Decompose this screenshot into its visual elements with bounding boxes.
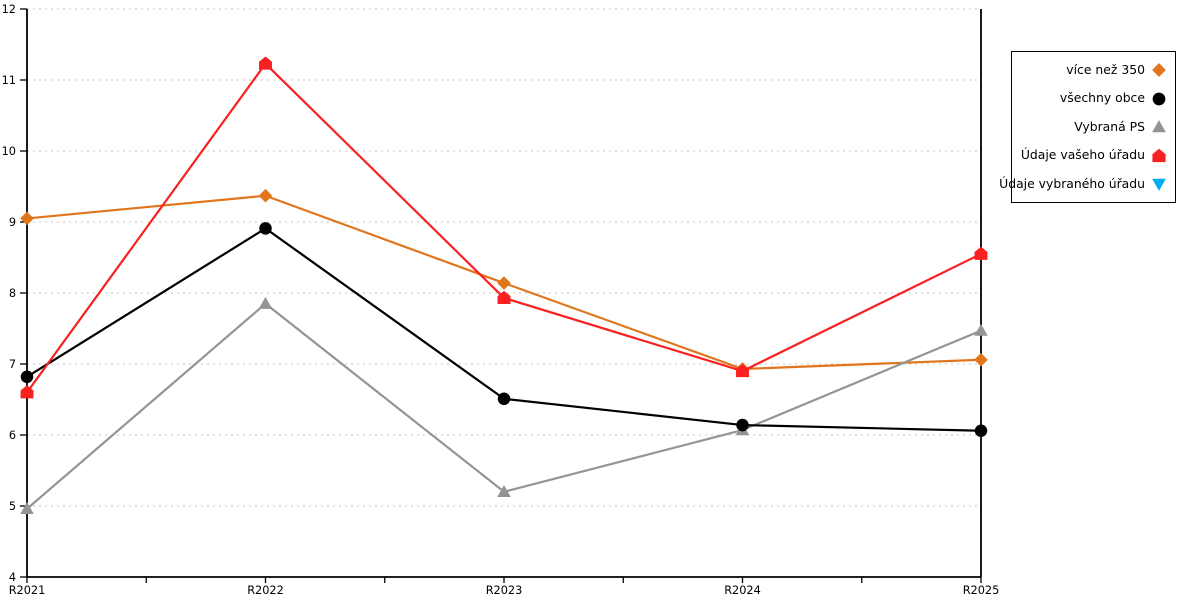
- circle-marker-icon: [20, 370, 34, 384]
- legend-item: Údaje vybraného úřadu: [999, 176, 1167, 192]
- triangle-up-marker-icon: [974, 323, 988, 336]
- circle-marker-icon: [736, 418, 749, 432]
- legend-item-label: Údaje vybraného úřadu: [999, 175, 1145, 191]
- series-diamond: [20, 188, 988, 376]
- pentagon-marker-icon: [974, 246, 988, 260]
- triangle-up-marker-icon: [258, 296, 273, 309]
- legend-item: všechny obce: [1018, 91, 1167, 107]
- legend-marker: [1152, 63, 1166, 77]
- y-axis-tick-label: 6: [9, 429, 16, 442]
- legend-item-label: více než 350: [1066, 61, 1145, 77]
- legend-item-label: Vybraná PS: [1074, 118, 1145, 134]
- y-axis-tick-label: 5: [9, 500, 16, 513]
- legend-marker: [1152, 148, 1166, 162]
- series-circle: [20, 222, 988, 437]
- y-axis-tick-label: 7: [9, 358, 16, 371]
- circle-marker-icon: [974, 424, 988, 437]
- triangle-down-marker-icon: [1152, 178, 1166, 191]
- pentagon-marker-icon: [736, 363, 749, 378]
- legend-item-label: Údaje vašeho úřadu: [1020, 147, 1145, 163]
- y-axis-tick-label: 9: [9, 216, 16, 229]
- series-triangle-up: [20, 296, 988, 515]
- legend-item: Vybraná PS: [1018, 119, 1167, 135]
- grid-lines: [27, 8, 981, 507]
- x-axis-tick-label: R2021: [9, 584, 46, 597]
- diamond-marker-icon: [974, 352, 988, 367]
- pentagon-marker-icon: [497, 290, 511, 304]
- pentagon-marker-icon: [259, 56, 272, 70]
- circle-marker-icon: [1152, 92, 1166, 105]
- x-axis-tick-label: R2024: [724, 584, 761, 597]
- series-line: [26, 302, 982, 510]
- legend-marker: [1152, 120, 1166, 133]
- y-axis-tick-label: 4: [9, 571, 16, 584]
- legend: více než 350 všechny obce Vybraná PS Údaje …: [999, 51, 1176, 203]
- circle-marker-icon: [259, 222, 272, 235]
- tick-marks: [20, 8, 982, 583]
- legend-marker: [1152, 92, 1166, 105]
- diamond-marker-icon: [1152, 63, 1166, 77]
- y-axis-tick-label: 11: [2, 74, 16, 87]
- legend-item: více než 350: [1018, 62, 1167, 78]
- x-axis-tick-label: R2023: [486, 584, 523, 597]
- triangle-up-marker-icon: [497, 485, 511, 497]
- triangle-up-marker-icon: [1152, 120, 1166, 133]
- y-axis-tick-label: 8: [9, 287, 16, 300]
- legend-item: Údaje vašeho úřadu: [1018, 148, 1167, 164]
- series-line: [26, 62, 982, 394]
- pentagon-marker-icon: [1152, 148, 1166, 162]
- legend-item-label: všechny obce: [1059, 90, 1145, 106]
- x-axis-tick-label: R2025: [963, 584, 1000, 597]
- x-axis-tick-label: R2022: [247, 584, 284, 597]
- y-axis-tick-label: 10: [2, 145, 16, 158]
- diamond-marker-icon: [497, 276, 511, 290]
- pentagon-marker-icon: [20, 385, 34, 399]
- legend-marker: [1152, 178, 1166, 191]
- series-pentagon: [20, 56, 988, 399]
- diamond-marker-icon: [20, 211, 34, 226]
- circle-marker-icon: [497, 392, 511, 406]
- y-axis-tick-label: 12: [2, 3, 16, 16]
- triangle-up-marker-icon: [20, 502, 34, 515]
- diamond-marker-icon: [258, 188, 273, 203]
